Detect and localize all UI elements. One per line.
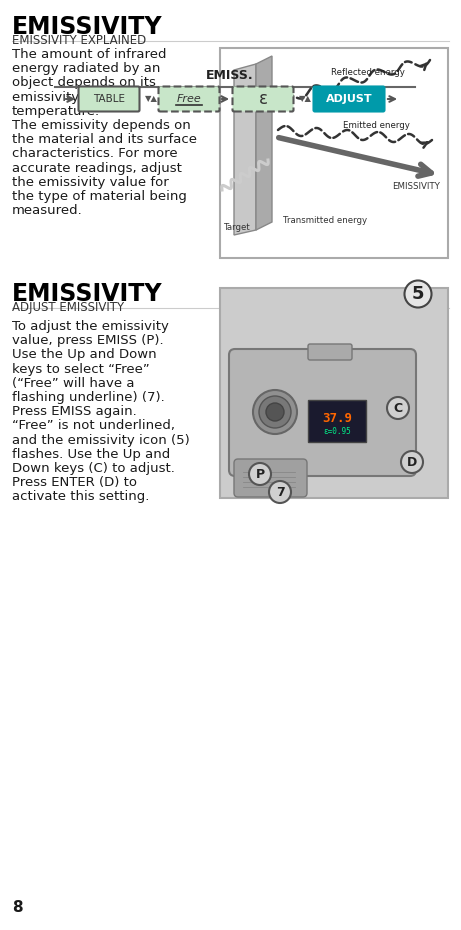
- Polygon shape: [234, 64, 256, 235]
- Text: D: D: [407, 456, 417, 469]
- FancyBboxPatch shape: [78, 86, 140, 112]
- FancyBboxPatch shape: [234, 459, 307, 497]
- Text: To adjust the emissivity: To adjust the emissivity: [12, 320, 169, 333]
- Text: value, press EMISS (P).: value, press EMISS (P).: [12, 334, 164, 347]
- Text: Target: Target: [224, 223, 251, 232]
- Text: Press ENTER (D) to: Press ENTER (D) to: [12, 476, 137, 489]
- FancyBboxPatch shape: [159, 86, 219, 112]
- Text: EMISSIVITY EXPLAINED: EMISSIVITY EXPLAINED: [12, 34, 146, 47]
- Text: The amount of infrared: The amount of infrared: [12, 48, 166, 61]
- Text: Use the Up and Down: Use the Up and Down: [12, 349, 157, 362]
- Text: EMISSIVITY: EMISSIVITY: [12, 15, 163, 39]
- Circle shape: [266, 403, 284, 421]
- Bar: [220, 288, 448, 498]
- Text: TABLE: TABLE: [93, 94, 125, 104]
- Text: 37.9: 37.9: [322, 411, 352, 424]
- Text: characteristics. For more: characteristics. For more: [12, 147, 177, 160]
- Text: (“Free” will have a: (“Free” will have a: [12, 377, 135, 390]
- Text: measured.: measured.: [12, 205, 83, 218]
- Text: flashes. Use the Up and: flashes. Use the Up and: [12, 448, 170, 460]
- Text: “Free” is not underlined,: “Free” is not underlined,: [12, 419, 175, 432]
- Text: the emissivity value for: the emissivity value for: [12, 176, 169, 189]
- Text: ε: ε: [259, 90, 267, 108]
- Text: ADJUST EMISSIVITY: ADJUST EMISSIVITY: [12, 301, 124, 314]
- Text: object depends on its: object depends on its: [12, 76, 156, 89]
- FancyBboxPatch shape: [232, 86, 294, 112]
- Text: ADJUST: ADJUST: [325, 94, 372, 104]
- Circle shape: [249, 463, 271, 485]
- Text: C: C: [393, 402, 402, 415]
- Text: Free: Free: [177, 94, 201, 104]
- Text: emissivity and its: emissivity and its: [12, 90, 129, 103]
- Text: the material and its surface: the material and its surface: [12, 133, 197, 146]
- Text: temperature.: temperature.: [12, 105, 100, 118]
- Text: ▼▲: ▼▲: [144, 95, 158, 103]
- Text: energy radiated by an: energy radiated by an: [12, 62, 160, 75]
- Text: EMISSIVITY: EMISSIVITY: [392, 182, 440, 191]
- FancyBboxPatch shape: [308, 344, 352, 360]
- Text: and the emissivity icon (5): and the emissivity icon (5): [12, 433, 190, 446]
- Text: activate this setting.: activate this setting.: [12, 490, 149, 503]
- Circle shape: [259, 396, 291, 428]
- Circle shape: [401, 451, 423, 473]
- FancyBboxPatch shape: [313, 86, 384, 112]
- Text: keys to select “Free”: keys to select “Free”: [12, 363, 150, 376]
- Text: The emissivity depends on: The emissivity depends on: [12, 119, 191, 132]
- Bar: [220, 48, 448, 258]
- Text: EMISS.: EMISS.: [206, 69, 254, 82]
- Text: 8: 8: [12, 900, 23, 915]
- Polygon shape: [256, 56, 272, 230]
- Text: flashing underline) (7).: flashing underline) (7).: [12, 391, 165, 404]
- Text: Reflected energy: Reflected energy: [331, 68, 405, 77]
- Text: Transmitted energy: Transmitted energy: [283, 216, 367, 225]
- Text: P: P: [255, 468, 265, 481]
- Text: Down keys (C) to adjust.: Down keys (C) to adjust.: [12, 462, 175, 475]
- Text: the type of material being: the type of material being: [12, 190, 187, 203]
- Text: 5: 5: [412, 285, 424, 303]
- Circle shape: [387, 397, 409, 419]
- Text: 7: 7: [276, 485, 284, 498]
- Text: Emitted energy: Emitted energy: [343, 121, 410, 130]
- Text: accurate readings, adjust: accurate readings, adjust: [12, 162, 182, 175]
- Circle shape: [269, 481, 291, 503]
- FancyBboxPatch shape: [229, 349, 416, 476]
- Text: ε=0.95: ε=0.95: [323, 427, 351, 435]
- Text: ▼▲: ▼▲: [299, 95, 312, 103]
- Circle shape: [253, 390, 297, 434]
- Text: Press EMISS again.: Press EMISS again.: [12, 405, 137, 419]
- Text: EMISSIVITY: EMISSIVITY: [12, 282, 163, 306]
- Bar: [308, 400, 366, 442]
